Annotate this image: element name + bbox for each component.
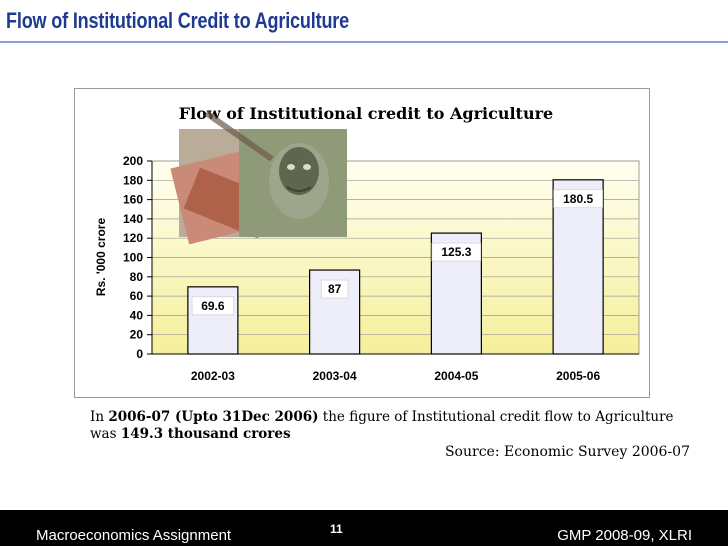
- data-label-box: [553, 189, 603, 209]
- y-tick-label: 160: [123, 193, 143, 207]
- y-tick-label: 20: [130, 328, 144, 342]
- y-tick-label: 140: [123, 212, 143, 226]
- chart-title: Flow of Institutional credit to Agricult…: [179, 104, 553, 123]
- note-part: the figure of Institutional credit flow …: [90, 409, 674, 442]
- category-label: 2005-06: [556, 369, 600, 383]
- data-label-box: [320, 279, 349, 299]
- y-tick-label: 40: [130, 308, 144, 322]
- y-tick-label: 0: [136, 347, 143, 361]
- y-tick-label: 60: [130, 289, 144, 303]
- category-label: 2004-05: [434, 369, 478, 383]
- footer-bar: Macroeconomics Assignment 11 GMP 2008-09…: [0, 510, 728, 546]
- note-part: In: [90, 409, 109, 425]
- title-divider: [0, 41, 728, 43]
- bar-2005-06: [552, 179, 604, 355]
- data-label: 87: [328, 282, 342, 296]
- footer-program: GMP 2008-09, XLRI: [557, 527, 692, 544]
- y-tick-label: 120: [123, 231, 143, 245]
- bar-chart: Flow of Institutional credit to Agricult…: [94, 104, 640, 383]
- y-axis-label: Rs. '000 crore: [94, 218, 108, 297]
- data-label: 125.3: [441, 245, 471, 259]
- data-label-box: [191, 296, 234, 316]
- data-label: 180.5: [563, 192, 593, 206]
- footer-page-number: 11: [330, 522, 343, 536]
- slide-title: Flow of Institutional Credit to Agricult…: [6, 8, 350, 33]
- footer-course: Macroeconomics Assignment: [36, 527, 232, 544]
- y-tick-label: 80: [130, 270, 144, 284]
- chart-frame: Flow of Institutional credit to Agricult…: [74, 88, 650, 398]
- y-tick-label: 200: [123, 154, 143, 168]
- currency-notes-image: [170, 110, 347, 245]
- category-label: 2003-04: [313, 369, 357, 383]
- note-part: 2006-07 (Upto 31Dec 2006): [108, 409, 319, 425]
- y-tick-label: 100: [123, 251, 143, 265]
- data-label: 69.6: [201, 299, 225, 313]
- category-label: 2002-03: [191, 369, 235, 383]
- note-part: 149.3 thousand crores: [120, 426, 291, 442]
- credit-note: In 2006-07 (Upto 31Dec 2006) the figure …: [90, 409, 690, 443]
- y-tick-label: 180: [123, 173, 143, 187]
- source-citation: Source: Economic Survey 2006-07: [444, 444, 690, 460]
- data-label-box: [431, 242, 482, 262]
